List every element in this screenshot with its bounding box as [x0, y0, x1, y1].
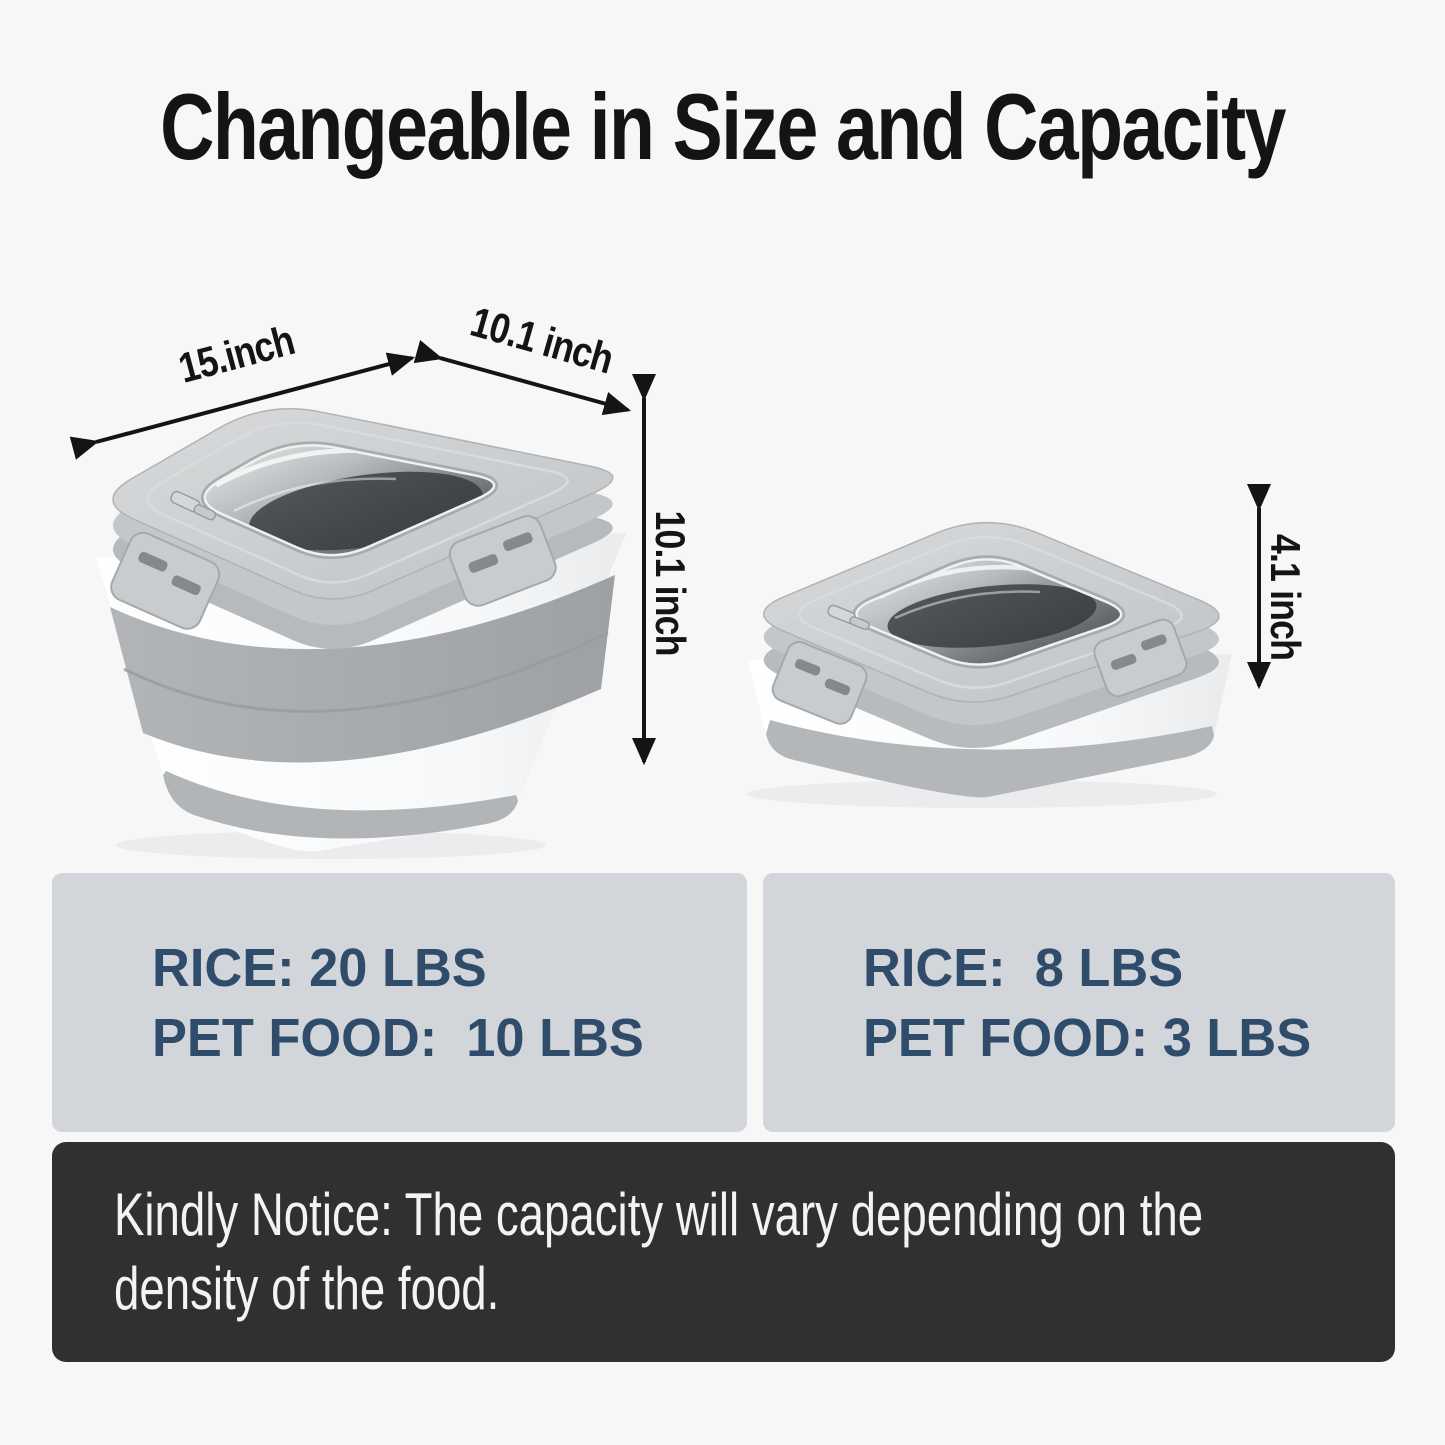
collapsed-container-illustration	[747, 521, 1232, 808]
capacity-line-pet-food: PET FOOD: 3 LBS	[863, 1007, 1312, 1068]
page-title: Changeable in Size and Capacity	[160, 74, 1286, 179]
capacity-line-pet-food: PET FOOD: 10 LBS	[152, 1007, 644, 1068]
expanded-height-label: 10.1 inch	[646, 510, 692, 655]
expanded-window-clip	[170, 490, 217, 521]
collapsed-height-arrow-icon: 4.1 inch	[1247, 484, 1308, 690]
collapsed-right-latch	[1093, 618, 1188, 698]
capacity-line-rice: RICE: 8 LBS	[863, 937, 1184, 998]
expanded-base-strip	[163, 771, 518, 839]
expanded-height-arrow-icon: 10.1 inch	[632, 374, 693, 766]
notice-banner: Kindly Notice: The capacity will vary de…	[52, 1142, 1395, 1362]
collapsed-window-clip	[827, 604, 870, 631]
expanded-right-latch	[448, 515, 557, 607]
capacity-card-collapsed: RICE: 8 LBS PET FOOD: 3 LBS	[763, 873, 1395, 1132]
notice-text-line2: density of the food.	[114, 1255, 500, 1322]
collapsed-left-latch	[771, 641, 868, 725]
expanded-fold-line	[123, 631, 609, 713]
expanded-width-label: 15.inch	[174, 317, 299, 392]
collapsed-height-label: 4.1 inch	[1261, 534, 1307, 660]
capacity-line-rice: RICE: 20 LBS	[152, 937, 487, 998]
expanded-silicone-band	[110, 575, 615, 763]
expanded-left-latch	[110, 531, 221, 630]
expanded-depth-arrow-icon: 10.1 inch	[413, 299, 632, 416]
capacity-card-expanded: RICE: 20 LBS PET FOOD: 10 LBS	[52, 873, 747, 1132]
dimension-annotations: 15.inch 10.1 inch 10.1 inch 4.1 inch	[69, 299, 1308, 766]
expanded-width-arrow-icon: 15.inch	[69, 317, 416, 460]
collapsed-base-strip	[766, 720, 1214, 798]
notice-text-line1: Kindly Notice: The capacity will vary de…	[114, 1181, 1204, 1248]
